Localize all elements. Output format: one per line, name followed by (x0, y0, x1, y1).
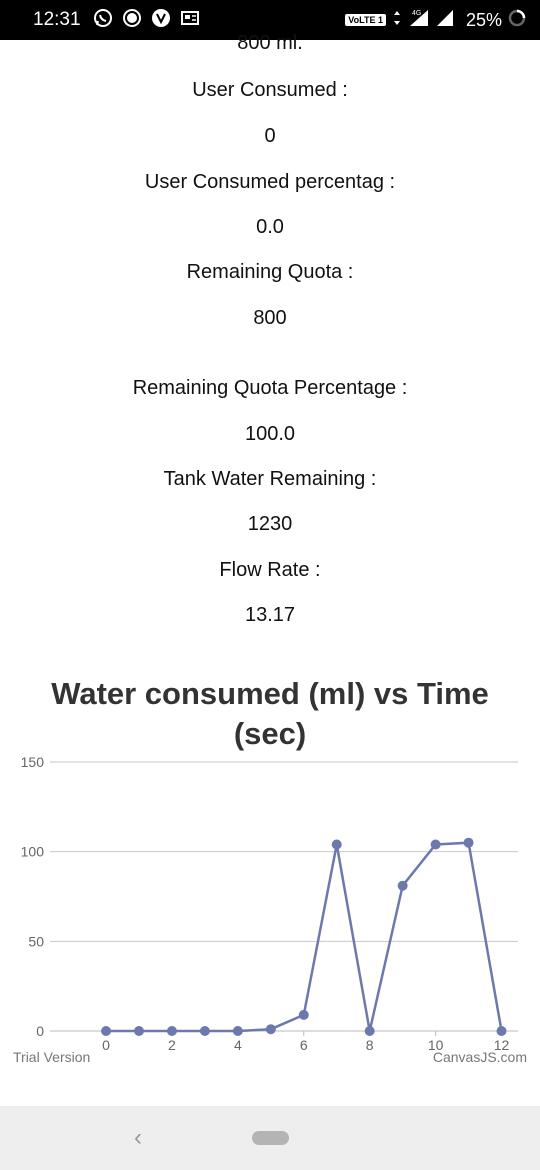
browser-icon (151, 8, 171, 33)
chart-title: Water consumed (ml) vs Time (sec) (51, 676, 489, 751)
x-tick-label: 6 (300, 1037, 308, 1053)
canvasjs-watermark: CanvasJS.com (433, 1049, 527, 1065)
series-line (106, 841, 503, 1033)
navigation-bar: ‹ (0, 1106, 540, 1170)
x-tick-label: 2 (168, 1037, 176, 1053)
user-consumed-pct-value: 0.0 (256, 216, 284, 238)
flow-rate-value: 13.17 (244, 604, 296, 626)
quota-cutoff-text: 800 ml. (237, 32, 303, 54)
data-point (265, 1024, 276, 1035)
data-arrows-icon (392, 9, 402, 32)
battery-ring-icon (508, 9, 526, 32)
data-point (298, 1009, 309, 1020)
y-tick-label: 100 (21, 844, 45, 860)
tank-water-label: Tank Water Remaining : (163, 468, 377, 490)
data-point (331, 839, 342, 850)
remaining-quota-label: Remaining Quota : (186, 261, 354, 283)
status-right-group: VoLTE 1 4G 25% (345, 8, 526, 33)
remaining-quota-pct-value: 100.0 (244, 423, 296, 445)
status-time: 12:31 (33, 9, 81, 30)
data-point (199, 1026, 210, 1036)
tank-water-value: 1230 (247, 513, 293, 535)
trial-version-watermark: Trial Version (13, 1049, 90, 1065)
whatsapp-icon (93, 8, 113, 33)
signal2-icon (436, 8, 454, 33)
x-tick-label: 12 (494, 1037, 510, 1053)
x-tick-label: 0 (102, 1037, 110, 1053)
data-point (430, 839, 441, 850)
battery-percent: 25% (465, 9, 502, 30)
back-chevron-icon[interactable]: ‹ (134, 1124, 142, 1151)
user-consumed-pct-label: User Consumed percentag : (144, 171, 396, 193)
status-bar: 12:31 VoLTE 1 4G 25% (0, 0, 540, 40)
data-point (463, 837, 474, 848)
data-point (397, 880, 408, 891)
x-tick-label: 4 (234, 1037, 242, 1053)
data-point (496, 1026, 507, 1036)
y-tick-label: 150 (21, 754, 45, 770)
data-point (232, 1026, 243, 1036)
volte-badge: VoLTE 1 (345, 14, 386, 26)
user-consumed-label: User Consumed : (192, 79, 348, 101)
water-consumption-chart: 0 50 100 150 0 2 4 6 8 10 12 Trial Version CanvasJS.… (13, 754, 527, 1065)
signal-icon: 4G (408, 8, 430, 33)
remaining-quota-pct-label: Remaining Quota Percentage : (132, 377, 408, 399)
y-tick-label: 50 (28, 933, 44, 949)
news-icon (180, 8, 200, 33)
home-pill-icon[interactable] (252, 1131, 289, 1145)
data-point (101, 1026, 112, 1036)
data-point (166, 1026, 177, 1036)
remaining-quota-value: 800 (253, 307, 287, 329)
signal-label: 4G (412, 10, 421, 17)
user-consumed-value: 0 (264, 125, 276, 147)
x-tick-label: 10 (428, 1037, 444, 1053)
data-point (364, 1026, 375, 1036)
record-icon (122, 8, 142, 33)
y-tick-label: 0 (36, 1023, 44, 1039)
data-point (133, 1026, 144, 1036)
x-tick-label: 8 (366, 1037, 374, 1053)
flow-rate-label: Flow Rate : (219, 559, 321, 581)
